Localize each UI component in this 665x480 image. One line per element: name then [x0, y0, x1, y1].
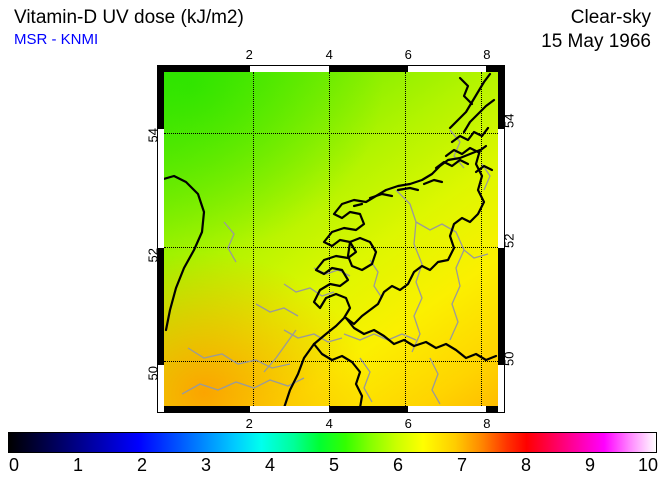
header-right: Clear-sky 15 May 1966	[541, 6, 651, 53]
axis-tickbar-top	[158, 66, 504, 72]
colorbar	[8, 432, 657, 453]
axis-tickbar-bottom	[158, 406, 504, 412]
internal-borders-layer	[181, 129, 491, 405]
axis-label-top-0: 2	[245, 47, 253, 62]
axis-label-right-1: 52	[501, 233, 517, 248]
colorbar-tick-0: 0	[8, 455, 20, 475]
colorbar-tick-6: 6	[392, 455, 404, 475]
page-title: Vitamin-D UV dose (kJ/m2)	[14, 7, 244, 28]
map-frame	[157, 65, 505, 413]
dose-field-container	[164, 72, 498, 406]
data-source-label: MSR - KNMI	[14, 31, 99, 48]
header-left: Vitamin-D UV dose (kJ/m2) MSR - KNMI	[14, 6, 434, 49]
colorbar-tick-2: 2	[136, 455, 148, 475]
colorbar-tick-5: 5	[328, 455, 340, 475]
coastline-layer	[164, 72, 498, 408]
axis-label-bottom-2: 6	[404, 416, 412, 431]
axis-label-right-2: 50	[501, 351, 517, 367]
axis-tickbar-left	[158, 66, 164, 412]
dose-heatmap-shading	[164, 72, 498, 406]
colorbar-area: 0 1 2 3 4 5 6 7 8 9 10	[0, 432, 665, 480]
axis-label-left-0: 54	[145, 128, 161, 143]
axis-label-left-2: 50	[145, 366, 161, 381]
axis-label-left-1: 52	[145, 247, 161, 263]
axis-label-bottom-3: 8	[483, 416, 491, 431]
axis-label-bottom-1: 4	[325, 416, 333, 431]
colorbar-tick-10: 10	[637, 455, 659, 475]
date-label: 15 May 1966	[541, 31, 651, 52]
colorbar-tick-7: 7	[456, 455, 468, 475]
graticule-lat-52	[164, 247, 498, 249]
colorbar-tick-3: 3	[200, 455, 212, 475]
graticule-lat-50	[164, 360, 498, 362]
map-panel: 2 4 6 8 2 4 6 8 54 52 50 54 52 50	[146, 47, 517, 431]
axis-label-top-1: 4	[325, 47, 333, 62]
graticule-lon-2	[252, 72, 254, 406]
map-vector-overlay	[164, 72, 498, 408]
colorbar-tick-9: 9	[584, 455, 596, 475]
colorbar-tick-8: 8	[520, 455, 532, 475]
graticule-lon-6	[405, 72, 407, 406]
sky-condition-label: Clear-sky	[570, 7, 651, 28]
axis-label-top-3: 8	[483, 47, 491, 62]
axis-label-right-0: 54	[501, 113, 517, 129]
colorbar-tick-4: 4	[264, 455, 276, 475]
axis-tickbar-right	[498, 66, 504, 412]
graticule-lon-8	[480, 72, 482, 406]
axis-label-bottom-0: 2	[245, 416, 253, 431]
graticule-lat-54	[164, 132, 498, 134]
axis-label-top-2: 6	[404, 47, 412, 62]
graticule-lon-4	[329, 72, 331, 406]
colorbar-tick-1: 1	[72, 455, 84, 475]
